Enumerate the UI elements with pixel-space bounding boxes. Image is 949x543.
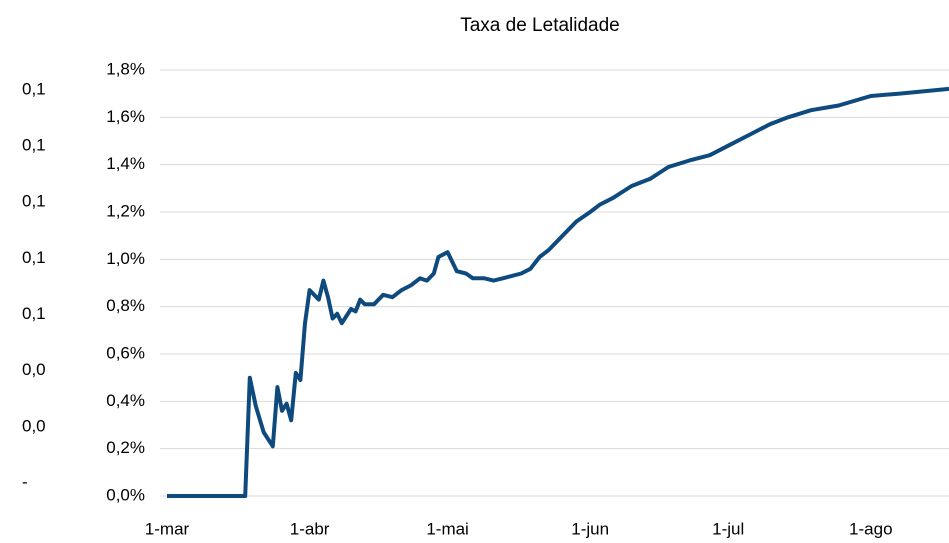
y-tick-label: 1,2% (106, 201, 145, 220)
x-tick-label: 1-jul (712, 519, 744, 538)
y-tick-label: 1,6% (106, 107, 145, 126)
x-tick-label: 1-mai (426, 519, 469, 538)
chart-title: Taxa de Letalidade (460, 15, 620, 36)
y2-tick-label: 0,1 (22, 248, 46, 267)
y2-tick-label: 0,1 (22, 79, 46, 98)
data-line (167, 86, 949, 498)
y-tick-label: 0,0% (106, 485, 145, 504)
y-tick-label: 1,8% (106, 59, 145, 78)
x-tick-label: 1-jun (571, 519, 609, 538)
y-tick-label: 0,8% (106, 296, 145, 315)
y2-tick-label: 0,1 (22, 192, 46, 211)
y-tick-label: 0,6% (106, 343, 145, 362)
x-tick-label: 1-ago (849, 519, 892, 538)
y2-tick-label: 0,1 (22, 136, 46, 155)
y2-tick-label: 0,0 (22, 416, 46, 435)
y-tick-label: 1,4% (106, 154, 145, 173)
x-tick-label: 1-mar (145, 519, 190, 538)
y2-tick-label: - (22, 473, 28, 492)
y-tick-label: 1,0% (106, 249, 145, 268)
y2-tick-label: 0,1 (22, 304, 46, 323)
y-tick-label: 0,2% (106, 438, 145, 457)
y-tick-label: 0,4% (106, 391, 145, 410)
x-tick-label: 1-abr (290, 519, 330, 538)
y2-tick-label: 0,0 (22, 360, 46, 379)
